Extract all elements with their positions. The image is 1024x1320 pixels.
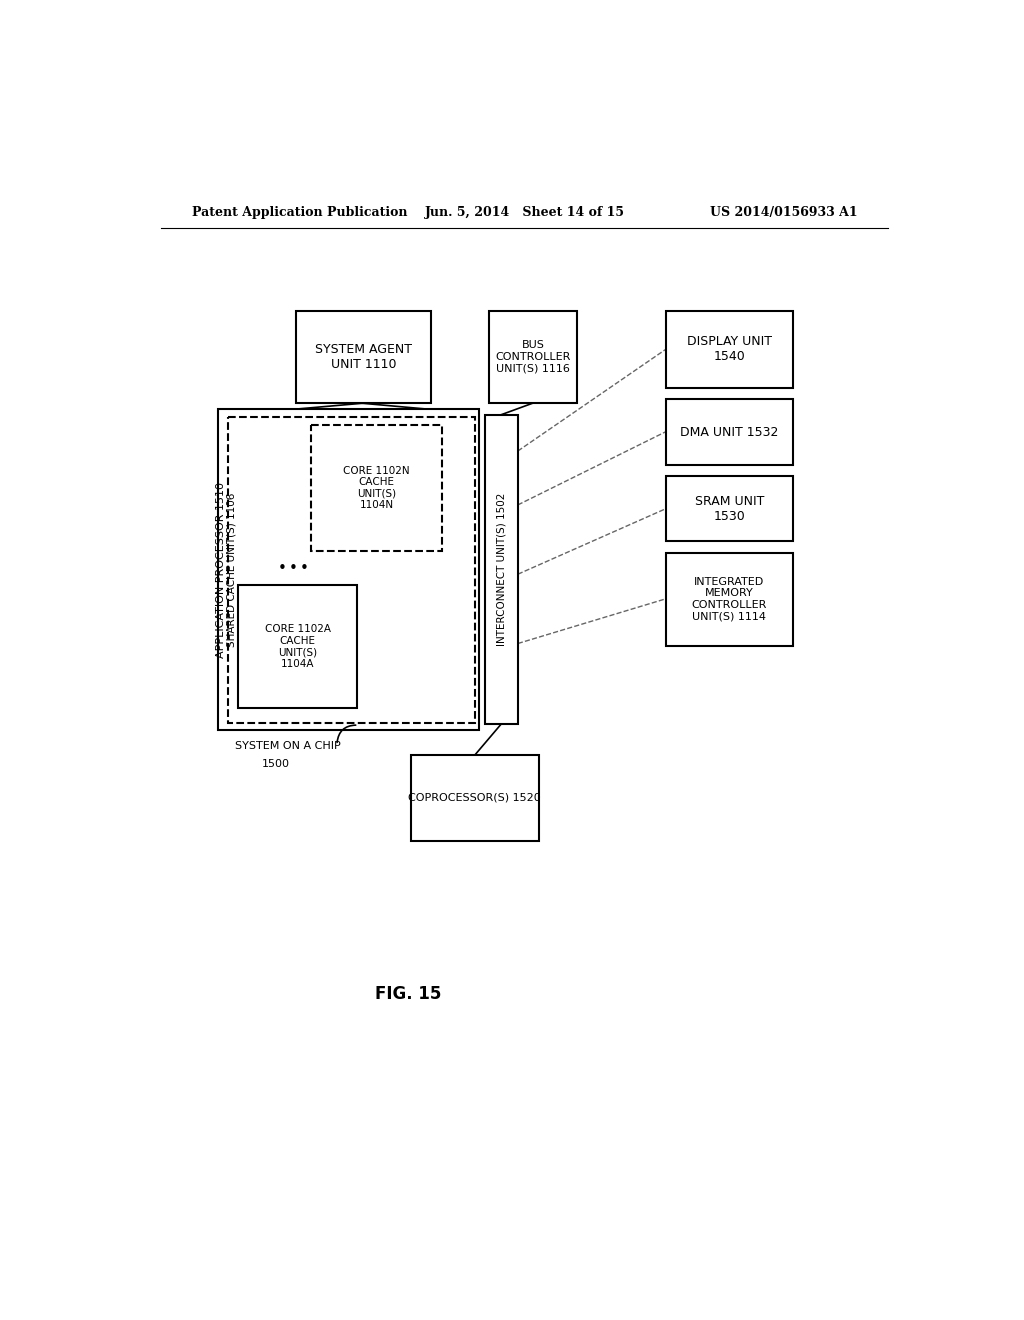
Text: US 2014/0156933 A1: US 2014/0156933 A1	[710, 206, 857, 219]
Bar	[666, 477, 793, 541]
Text: SYSTEM AGENT
UNIT 1110: SYSTEM AGENT UNIT 1110	[315, 343, 412, 371]
Text: FIG. 15: FIG. 15	[375, 985, 441, 1003]
FancyArrowPatch shape	[337, 725, 355, 742]
Bar	[217, 409, 478, 730]
Text: •: •	[289, 561, 297, 576]
Bar	[411, 755, 539, 841]
Text: •: •	[278, 561, 287, 576]
Bar	[227, 417, 475, 723]
Bar	[484, 414, 518, 725]
Bar	[239, 585, 357, 708]
Text: Jun. 5, 2014   Sheet 14 of 15: Jun. 5, 2014 Sheet 14 of 15	[425, 206, 625, 219]
Text: Patent Application Publication: Patent Application Publication	[193, 206, 408, 219]
Text: CORE 1102A
CACHE
UNIT(S)
1104A: CORE 1102A CACHE UNIT(S) 1104A	[264, 624, 331, 669]
Text: INTERCONNECT UNIT(S) 1502: INTERCONNECT UNIT(S) 1502	[497, 492, 506, 647]
Text: •: •	[299, 561, 308, 576]
Text: SRAM UNIT
1530: SRAM UNIT 1530	[694, 495, 764, 523]
Text: DMA UNIT 1532: DMA UNIT 1532	[680, 425, 778, 438]
Text: INTEGRATED
MEMORY
CONTROLLER
UNIT(S) 1114: INTEGRATED MEMORY CONTROLLER UNIT(S) 111…	[691, 577, 767, 622]
Bar	[666, 400, 793, 465]
Text: 1500: 1500	[261, 759, 290, 770]
Text: CORE 1102N
CACHE
UNIT(S)
1104N: CORE 1102N CACHE UNIT(S) 1104N	[343, 466, 410, 511]
Bar	[666, 312, 793, 388]
Bar	[296, 312, 431, 404]
Text: APPLICATION PROCESSOR 1510: APPLICATION PROCESSOR 1510	[216, 482, 226, 657]
Text: COPROCESSOR(S) 1520: COPROCESSOR(S) 1520	[409, 793, 541, 803]
Text: BUS
CONTROLLER
UNIT(S) 1116: BUS CONTROLLER UNIT(S) 1116	[496, 341, 570, 374]
Text: SYSTEM ON A CHIP: SYSTEM ON A CHIP	[234, 741, 340, 751]
Text: DISPLAY UNIT
1540: DISPLAY UNIT 1540	[687, 335, 772, 363]
Text: SHARED CACHE UNIT(S) 1106: SHARED CACHE UNIT(S) 1106	[226, 492, 237, 647]
Bar	[488, 312, 578, 404]
Bar	[310, 425, 442, 552]
Bar	[666, 553, 793, 645]
